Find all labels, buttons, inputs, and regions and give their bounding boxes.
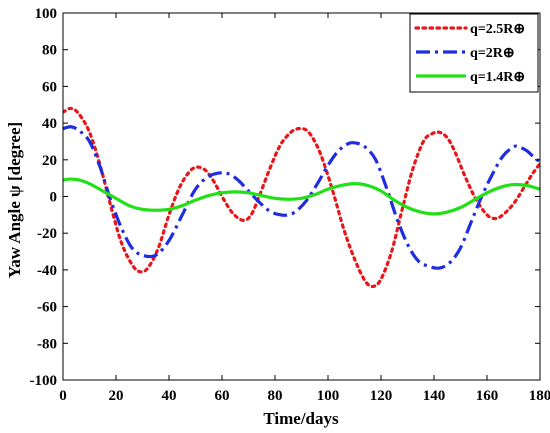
y-tick-label: -80	[37, 336, 57, 352]
legend-label-3: q=1.4R⊕	[470, 70, 525, 85]
legend-label-2: q=2R⊕	[470, 46, 515, 61]
x-tick-label: 160	[476, 388, 499, 404]
series-line-2	[63, 125, 540, 270]
y-axis-title: Yaw Angle ψ [degree]	[5, 122, 24, 278]
x-tick-label: 40	[162, 388, 177, 404]
x-axis-title: Time/days	[263, 409, 339, 428]
y-tick-label: -100	[30, 373, 58, 389]
x-tick-label: 100	[317, 388, 340, 404]
y-tick-label: 0	[50, 190, 58, 206]
x-tick-label: 60	[215, 388, 230, 404]
series-layer	[63, 106, 540, 289]
y-tick-label: 60	[42, 79, 57, 95]
y-tick-label: 20	[42, 153, 57, 169]
legend-label-1: q=2.5R⊕	[470, 22, 525, 37]
series-line-1	[63, 106, 540, 289]
x-tick-label: 180	[529, 388, 550, 404]
y-tick-label: -40	[37, 263, 57, 279]
y-tick-label: 100	[35, 6, 58, 22]
y-tick-label: -60	[37, 300, 57, 316]
legend: q=2.5R⊕ q=2R⊕ q=1.4R⊕	[409, 13, 539, 93]
x-tick-label: 120	[370, 388, 393, 404]
ticks-layer: 0 20 40 60 80 100 120 140 160 180 -100 -80 -60 -40 -20…	[30, 6, 550, 404]
x-tick-label: 20	[109, 388, 124, 404]
x-tick-label: 0	[59, 388, 67, 404]
y-tick-label: -20	[37, 226, 57, 242]
x-tick-label: 140	[423, 388, 446, 404]
series-line-3	[63, 177, 540, 216]
y-tick-label: 40	[42, 116, 57, 132]
y-tick-label: 80	[42, 43, 57, 59]
x-tick-label: 80	[268, 388, 283, 404]
